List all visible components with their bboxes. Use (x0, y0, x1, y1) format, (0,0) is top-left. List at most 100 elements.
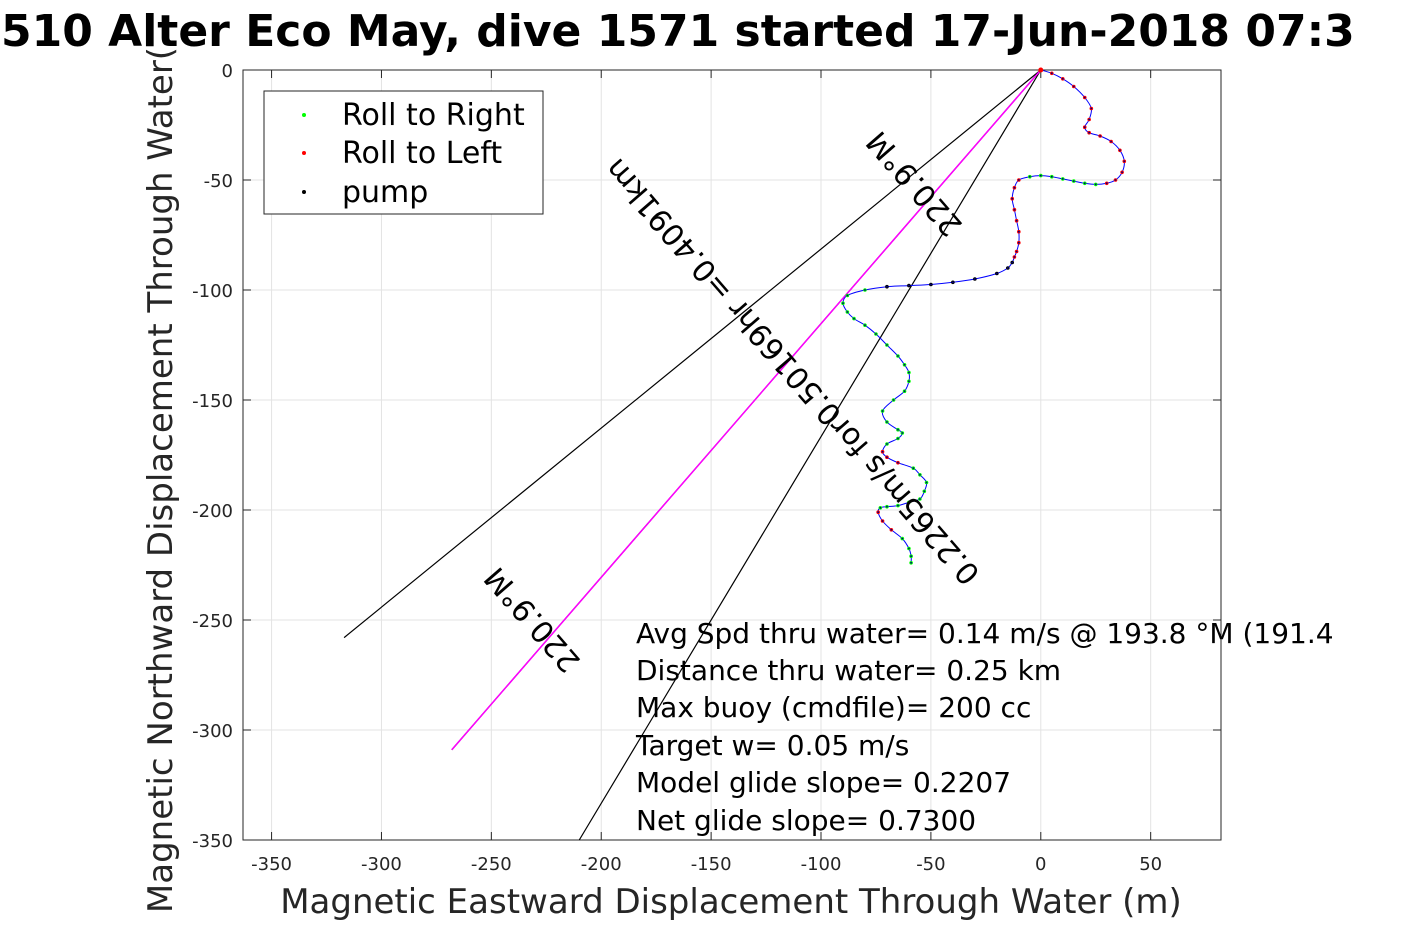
track-point-core (886, 285, 888, 288)
plot-area-frame (242, 69, 1222, 841)
track-point-core (1017, 230, 1020, 233)
track-point-core (886, 456, 888, 459)
track-point-core (1121, 171, 1124, 174)
y-tick-label: -100 (192, 281, 233, 302)
origin-marker (1038, 67, 1044, 73)
track-point-core (973, 278, 976, 280)
annotation-distance: Distance thru water= 0.25 km (636, 654, 1061, 687)
track-point-core (875, 333, 877, 335)
track-point-core (903, 363, 906, 366)
track-point-core (897, 437, 899, 440)
track-point-core (1083, 96, 1086, 99)
track-point-core (908, 547, 910, 550)
track-point-core (908, 371, 910, 374)
y-tick-label: -150 (192, 391, 233, 412)
annotation-model-glide: Model glide slope= 0.2207 (636, 766, 1011, 799)
x-tick-label: 0 (1035, 854, 1046, 875)
legend-label-roll-right: Roll to Right (342, 98, 525, 133)
track-point-core (1017, 179, 1020, 181)
track-point-core (910, 561, 913, 564)
x-tick-label: -50 (916, 854, 945, 875)
track-point-core (929, 283, 932, 286)
legend-box (263, 90, 544, 215)
track-point-core (846, 311, 849, 313)
track-point-core (1072, 180, 1075, 183)
track-point-core (886, 421, 888, 423)
track-point-core (864, 324, 866, 327)
track-point-core (890, 528, 893, 531)
track-point-core (842, 302, 844, 305)
track-point-core (1015, 219, 1018, 222)
heading-line-0 (343, 69, 1042, 639)
dive-track-points (841, 71, 1127, 565)
track-point-core (892, 399, 895, 401)
track-point-core (901, 537, 904, 540)
track-point-core (1105, 182, 1108, 185)
track-point-core (1015, 250, 1018, 253)
x-axis-label: Magnetic Eastward Displacement Through W… (280, 882, 1182, 922)
x-tick-label: -350 (251, 854, 292, 875)
legend: Roll to Right Roll to Left pump (263, 90, 544, 215)
track-point-core (897, 461, 899, 464)
track-point-core (1119, 149, 1121, 152)
x-tick-label: -250 (471, 854, 512, 875)
track-point-core (881, 450, 884, 453)
y-tick-label: -250 (192, 611, 233, 632)
track-point-core (1017, 241, 1020, 244)
track-point-core (995, 272, 998, 275)
track-point-core (908, 501, 910, 504)
track-point-core (897, 504, 899, 507)
track-point-core (886, 344, 888, 346)
heading-line-2 (578, 69, 1042, 841)
track-point-core (912, 467, 915, 470)
x-tick-label: -150 (691, 854, 732, 875)
x-axis: -350 -300 -250 -200 -150 -100 -50 0 50 (251, 70, 1162, 875)
track-point-core (919, 498, 921, 500)
y-tick-label: -50 (204, 171, 233, 192)
track-point-core (1013, 256, 1016, 258)
annotation-block: Avg Spd thru water= 0.14 m/s @ 193.8 °M … (635, 617, 1334, 837)
track-point-core (881, 520, 884, 522)
track-point-core (877, 511, 880, 514)
track-point-core (1114, 179, 1117, 181)
track-point-core (1061, 77, 1064, 80)
track-point-core (1050, 72, 1053, 75)
model-glide-line (451, 69, 1042, 751)
track-point-core (846, 294, 849, 297)
track-point-core (853, 317, 855, 320)
track-point-core (881, 410, 884, 412)
track-point-core (908, 380, 910, 383)
track-point-core (1088, 131, 1091, 134)
legend-marker-pump (302, 190, 306, 194)
y-axis-label: Magnetic Northward Displacement Through … (141, 47, 181, 913)
track-point-core (1110, 140, 1113, 143)
track-point-core (879, 506, 882, 509)
track-point-core (903, 390, 906, 393)
track-point-core (897, 355, 899, 357)
annotation-target-w: Target w= 0.05 m/s (635, 729, 909, 762)
track-point-core (1013, 208, 1016, 211)
y-tick-label: -350 (192, 831, 233, 852)
y-tick-label: -300 (192, 721, 233, 742)
x-tick-label: -200 (581, 854, 622, 875)
legend-label-roll-left: Roll to Left (342, 136, 502, 171)
legend-label-pump: pump (342, 175, 428, 210)
track-point-core (1006, 267, 1009, 269)
track-point-core (908, 284, 910, 287)
track-point-core (886, 505, 888, 508)
track-point-core (1013, 186, 1016, 189)
track-point-core (1072, 85, 1075, 88)
track-point-core (919, 473, 921, 476)
track-point-core (1083, 182, 1086, 185)
y-tick-label: 0 (222, 61, 233, 82)
track-point-core (923, 490, 926, 493)
track-point-core (1088, 118, 1091, 121)
legend-marker-roll-right (302, 113, 306, 117)
track-point-core (1094, 183, 1097, 186)
x-tick-label: -300 (361, 854, 402, 875)
track-point-core (1028, 175, 1031, 178)
annotation-net-glide: Net glide slope= 0.7300 (636, 804, 976, 837)
track-point-core (1090, 107, 1093, 110)
track-point-core (1050, 175, 1053, 178)
track-point-core (901, 432, 904, 434)
